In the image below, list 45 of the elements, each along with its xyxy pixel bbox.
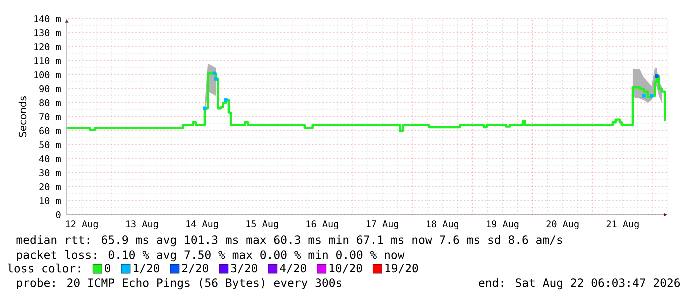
- y-tick-label: 30 m: [40, 169, 61, 176]
- y-tick-label: 10 m: [40, 197, 61, 204]
- x-tick-label: 12 Aug: [66, 220, 98, 230]
- text: packet loss: 0.10 % avg 7.50 % max 0.00 % min 0.00 % now: [17, 250, 405, 262]
- x-tick-label: 17 Aug: [366, 220, 398, 230]
- y-tick-label: 90 m: [40, 85, 61, 92]
- text: probe: 20 ICMP Echo Pings (56 Bytes) every 300s: [17, 278, 342, 290]
- point: [655, 74, 659, 78]
- y-tick-label: 60 m: [40, 127, 61, 134]
- y-tick-label: 50 m: [40, 141, 61, 148]
- y-tick-label: 80 m: [40, 99, 61, 106]
- legend-label: 0: [105, 264, 111, 273]
- point: [642, 94, 646, 98]
- y-tick-label: 70 m: [40, 113, 61, 120]
- text: end: Sat Aug 22 06:03:47 2026: [479, 278, 680, 290]
- point: [224, 98, 228, 102]
- legend-label: 10/20: [330, 264, 362, 274]
- legend-label: 3/20: [231, 264, 258, 274]
- x-tick-label: 16 Aug: [306, 220, 338, 230]
- y-tick-label: 110 m: [34, 57, 61, 64]
- y-tick-label: 120 m: [34, 43, 61, 50]
- point: [203, 106, 207, 110]
- y-tick-label: 20 m: [40, 183, 61, 190]
- point: [214, 77, 218, 81]
- text: median rtt: 65.9 ms avg 101.3 ms max 60.3 ms min 67.1 ms now 7.6 ms sd 8.6 am/s: [16, 235, 562, 247]
- y-tick-label: 140 m: [34, 15, 61, 22]
- legend-label: 19/20: [386, 264, 418, 274]
- x-tick-label: 13 Aug: [126, 220, 158, 230]
- y-tick-label: 100 m: [34, 71, 61, 78]
- x-tick-label: 14 Aug: [186, 220, 218, 230]
- y-tick-label: 0: [56, 211, 61, 218]
- x-tick-label: 21 Aug: [606, 220, 639, 230]
- x-tick-label: 18 Aug: [427, 220, 459, 230]
- y-axis-title: Seconds: [18, 96, 27, 138]
- y-tick-label: 40 m: [40, 155, 61, 162]
- x-tick-label: 20 Aug: [546, 220, 579, 230]
- legend-label: 4/20: [280, 264, 306, 274]
- legend-label: 2/20: [182, 264, 208, 274]
- legend-title: loss color:: [8, 264, 80, 273]
- x-tick-label: 15 Aug: [246, 220, 278, 230]
- y-tick-label: 130 m: [34, 29, 61, 36]
- point: [650, 94, 654, 98]
- legend-label: 1/20: [134, 264, 160, 274]
- point: [212, 72, 217, 76]
- x-tick-label: 19 Aug: [487, 220, 519, 230]
